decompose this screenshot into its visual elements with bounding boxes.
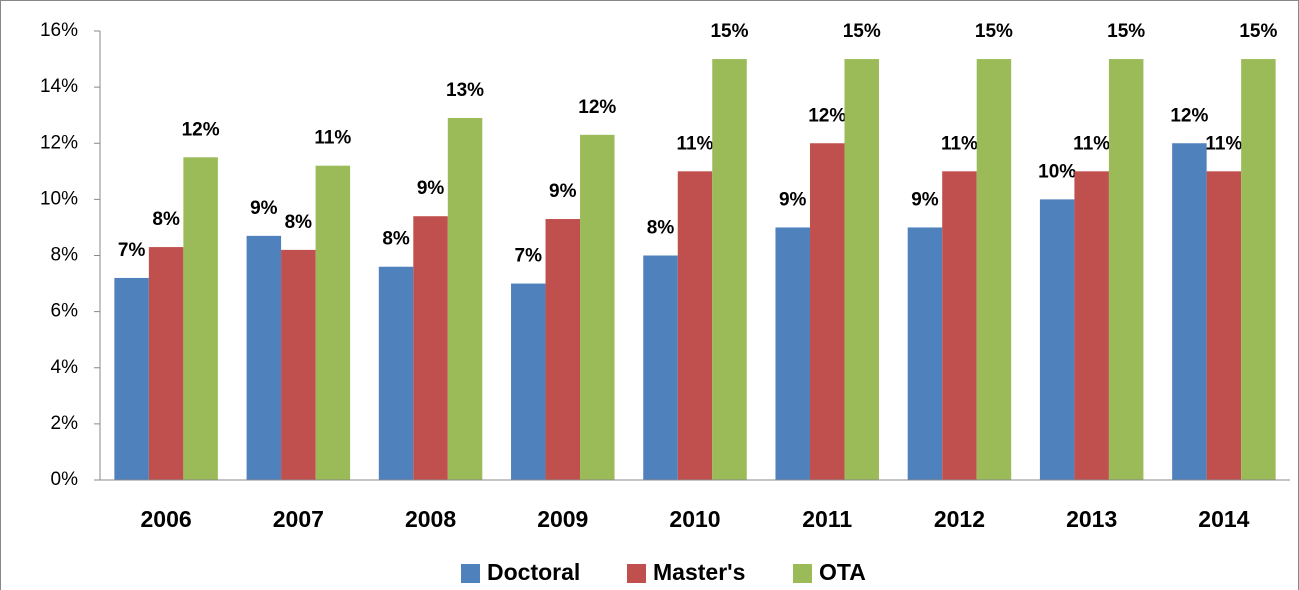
value-label: 11% bbox=[314, 128, 351, 149]
y-tick-label: 10% bbox=[40, 188, 78, 209]
legend-label: Master's bbox=[653, 559, 745, 585]
y-tick-label: 12% bbox=[40, 132, 78, 153]
x-tick-label: 2011 bbox=[802, 506, 852, 532]
bar bbox=[1074, 171, 1109, 480]
value-label: 15% bbox=[975, 21, 1013, 42]
x-tick-label: 2008 bbox=[405, 506, 456, 532]
y-tick-label: 8% bbox=[51, 245, 79, 266]
value-label: 9% bbox=[911, 189, 939, 210]
value-label: 8% bbox=[152, 209, 180, 230]
bar bbox=[1206, 171, 1242, 480]
bar bbox=[281, 249, 316, 480]
bar bbox=[315, 165, 351, 480]
value-label: 15% bbox=[1239, 21, 1277, 42]
bar bbox=[677, 171, 713, 480]
bar bbox=[1039, 199, 1075, 480]
bar bbox=[447, 117, 483, 481]
value-label: 9% bbox=[417, 178, 445, 199]
bar bbox=[775, 227, 810, 480]
bar bbox=[114, 277, 149, 480]
value-label: 11% bbox=[1205, 133, 1242, 154]
bar bbox=[183, 157, 218, 480]
y-tick-label: 14% bbox=[40, 76, 78, 97]
value-label: 15% bbox=[1107, 21, 1145, 42]
y-tick-label: 16% bbox=[40, 20, 78, 41]
y-tick-label: 4% bbox=[51, 357, 79, 378]
value-label: 11% bbox=[677, 133, 714, 154]
value-label: 13% bbox=[446, 80, 484, 101]
bar bbox=[1108, 59, 1144, 480]
bar bbox=[246, 235, 282, 480]
x-tick-label: 2012 bbox=[934, 506, 985, 532]
y-tick-label: 6% bbox=[51, 301, 79, 322]
value-label: 12% bbox=[1170, 105, 1208, 126]
bar bbox=[148, 247, 184, 480]
bar bbox=[511, 283, 546, 480]
value-label: 11% bbox=[941, 133, 978, 154]
value-label: 8% bbox=[647, 218, 675, 239]
bar bbox=[1241, 59, 1276, 480]
value-label: 12% bbox=[808, 105, 846, 126]
bar bbox=[907, 227, 943, 480]
bar bbox=[413, 216, 448, 480]
bar bbox=[545, 219, 581, 481]
value-label: 15% bbox=[710, 21, 748, 42]
y-tick-label: 2% bbox=[51, 413, 79, 434]
bar bbox=[712, 59, 747, 480]
value-label: 12% bbox=[578, 97, 616, 118]
x-tick-label: 2009 bbox=[537, 506, 588, 532]
x-tick-label: 2014 bbox=[1198, 506, 1249, 532]
bar bbox=[643, 255, 678, 480]
x-tick-label: 2006 bbox=[141, 506, 192, 532]
bar bbox=[1172, 143, 1207, 480]
legend-swatch bbox=[461, 564, 480, 583]
x-tick-label: 2007 bbox=[273, 506, 324, 532]
value-label: 9% bbox=[250, 198, 278, 219]
x-tick-label: 2013 bbox=[1066, 506, 1117, 532]
bar bbox=[378, 266, 414, 480]
value-label: 8% bbox=[285, 212, 313, 233]
bar bbox=[580, 134, 615, 481]
legend-label: Doctoral bbox=[487, 559, 580, 585]
y-tick-label: 0% bbox=[51, 469, 79, 490]
value-label: 7% bbox=[515, 246, 543, 267]
value-label: 8% bbox=[382, 229, 410, 250]
value-label: 9% bbox=[549, 181, 577, 202]
value-label: 9% bbox=[779, 189, 807, 210]
bar bbox=[942, 171, 977, 480]
value-label: 7% bbox=[118, 240, 146, 261]
value-label: 12% bbox=[182, 119, 220, 140]
value-label: 11% bbox=[1073, 133, 1110, 154]
x-tick-label: 2010 bbox=[669, 506, 720, 532]
bar bbox=[844, 59, 879, 480]
legend-swatch bbox=[627, 564, 646, 583]
legend-swatch bbox=[793, 564, 812, 583]
value-label: 15% bbox=[843, 21, 881, 42]
bar bbox=[809, 143, 845, 480]
value-label: 10% bbox=[1038, 161, 1076, 182]
bar bbox=[976, 59, 1012, 480]
legend-label: OTA bbox=[819, 559, 866, 585]
